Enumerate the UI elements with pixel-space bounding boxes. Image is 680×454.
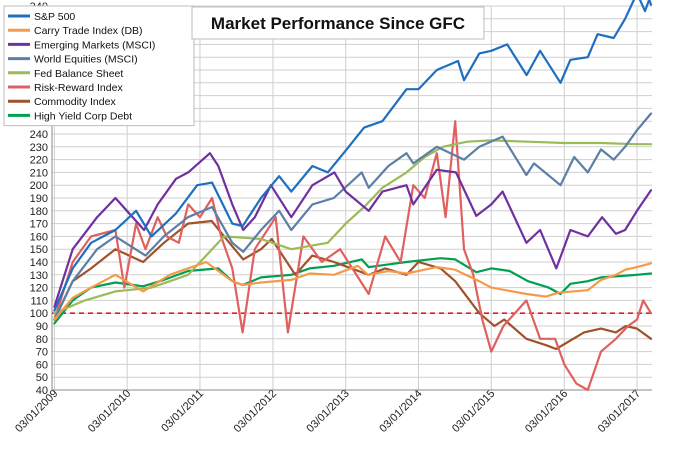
y-tick-label: 170	[30, 219, 48, 231]
chart-title: Market Performance Since GFC	[211, 14, 465, 33]
y-tick-label: 200	[30, 180, 48, 192]
series-line-high-yield-corp-debt	[53, 257, 653, 325]
y-tick-label: 40	[36, 385, 48, 397]
y-tick-label: 180	[30, 206, 48, 218]
y-tick-label: 70	[36, 347, 48, 359]
series-line-risk-reward-index	[53, 120, 653, 392]
y-tick-label: 190	[30, 193, 48, 205]
y-tick-label: 220	[30, 155, 48, 167]
series-line-commodity-index	[53, 219, 653, 351]
legend-entry: Commodity Index	[34, 96, 116, 108]
legend-entry: High Yield Corp Debt	[34, 110, 132, 122]
y-tick-label: 230	[30, 142, 48, 154]
y-tick-label: 120	[30, 283, 48, 295]
y-tick-label: 140	[30, 257, 48, 269]
series-layer	[53, 0, 653, 392]
legend-entry: Risk-Reward Index	[34, 82, 123, 94]
y-tick-label: 130	[30, 270, 48, 282]
legend-entry: Emerging Markets (MSCI)	[34, 39, 155, 51]
title-box-frame	[191, 6, 485, 40]
series-line-carry-trade-index-db	[53, 260, 653, 321]
title-box: Market Performance Since GFC	[191, 6, 485, 40]
y-tick-label: 90	[36, 321, 48, 333]
y-tick-label: 60	[36, 359, 48, 371]
legend-entry: Fed Balance Sheet	[34, 68, 123, 80]
series-line-emerging-markets-msci	[53, 152, 653, 308]
y-tick-label: 110	[30, 295, 48, 307]
series-line-fed-balance-sheet	[53, 139, 653, 315]
y-tick-label: 240	[30, 129, 48, 141]
legend-frame	[3, 5, 195, 127]
y-tick-label: 50	[36, 372, 48, 384]
y-tick-label: 80	[36, 334, 48, 346]
series-line-s-p-500	[53, 0, 653, 312]
y-tick-label: 100	[30, 308, 48, 320]
y-tick-label: 160	[30, 231, 48, 243]
y-tick-label: 210	[30, 167, 48, 179]
series-line-world-equities-msci	[53, 112, 653, 321]
y-tick-label: 150	[30, 244, 48, 256]
legend: S&P 500 Carry Trade Index (DB) Emerging Ma…	[3, 5, 195, 127]
legend-entry: World Equities (MSCI)	[34, 54, 138, 66]
legend-entry: Carry Trade Index (DB)	[34, 25, 143, 37]
legend-entry: S&P 500	[34, 11, 75, 23]
